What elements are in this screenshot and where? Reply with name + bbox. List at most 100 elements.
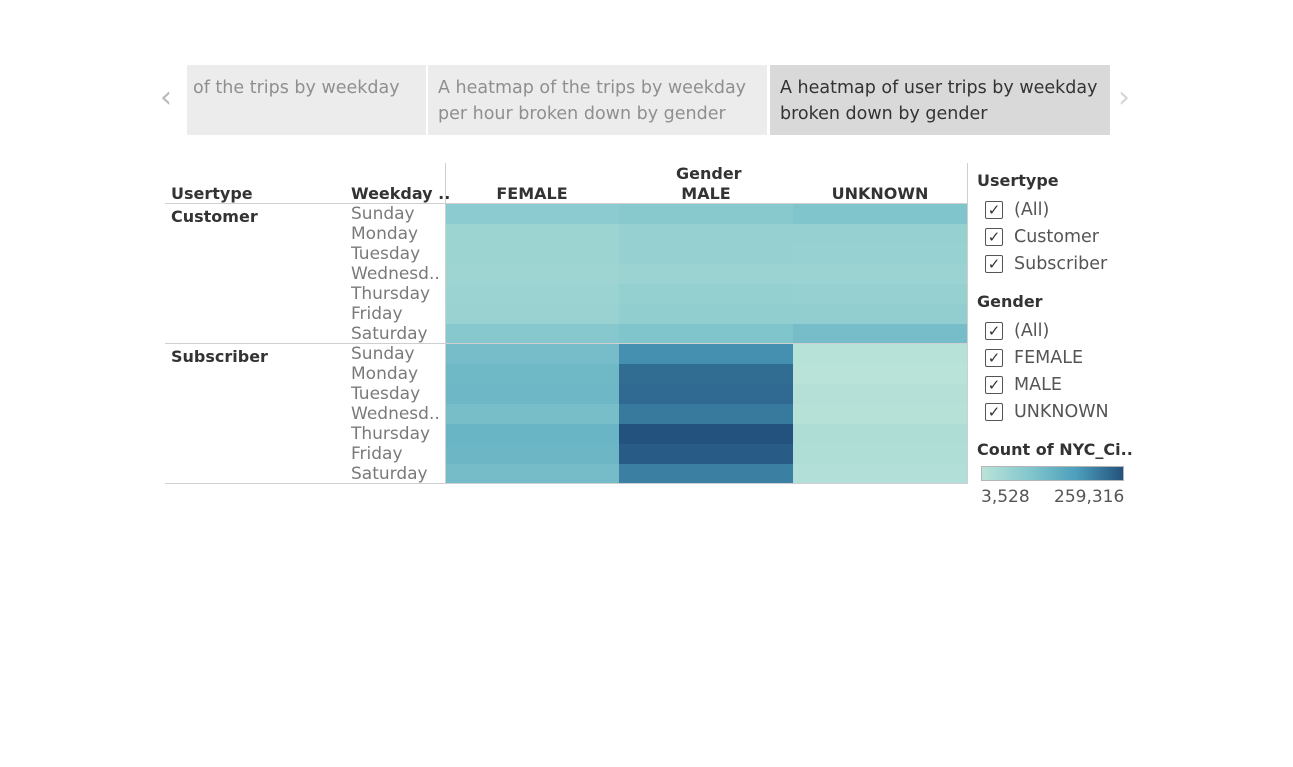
checkbox-icon[interactable]: ✓ bbox=[985, 228, 1003, 246]
divider bbox=[967, 163, 968, 483]
heatmap-cell-subscriber-5-unknown[interactable] bbox=[793, 444, 967, 464]
heatmap-cell-subscriber-1-male[interactable] bbox=[619, 364, 793, 384]
checkbox-icon[interactable]: ✓ bbox=[985, 255, 1003, 273]
heatmap-cell-customer-3-male[interactable] bbox=[619, 264, 793, 284]
gender-filter-female[interactable]: ✓ FEMALE bbox=[985, 347, 1083, 369]
day-label: Friday bbox=[351, 304, 403, 324]
row-group-subscriber: Subscriber bbox=[171, 347, 268, 366]
story-point-3[interactable]: A heatmap of user trips by weekday broke… bbox=[770, 65, 1110, 135]
heatmap-cell-customer-5-female[interactable] bbox=[445, 304, 619, 324]
story-point-1[interactable]: of the trips by weekday bbox=[187, 65, 426, 135]
heatmap-cell-customer-0-female[interactable] bbox=[445, 204, 619, 224]
heatmap-cell-subscriber-4-unknown[interactable] bbox=[793, 424, 967, 444]
usertype-header: Usertype bbox=[171, 184, 253, 203]
day-label: Sunday bbox=[351, 204, 415, 224]
heatmap-cell-subscriber-2-male[interactable] bbox=[619, 384, 793, 404]
day-label: Saturday bbox=[351, 464, 428, 484]
heatmap-cell-customer-1-unknown[interactable] bbox=[793, 224, 967, 244]
checkbox-icon[interactable]: ✓ bbox=[985, 376, 1003, 394]
gender-filter-title: Gender bbox=[977, 292, 1043, 311]
heatmap-cell-customer-0-unknown[interactable] bbox=[793, 204, 967, 224]
heatmap-cell-subscriber-4-female[interactable] bbox=[445, 424, 619, 444]
usertype-filter-all[interactable]: ✓ (All) bbox=[985, 199, 1049, 221]
heatmap-cell-customer-1-male[interactable] bbox=[619, 224, 793, 244]
day-label: Tuesday bbox=[351, 384, 421, 404]
filter-option-label: Subscriber bbox=[1014, 254, 1108, 274]
checkbox-icon[interactable]: ✓ bbox=[985, 403, 1003, 421]
divider bbox=[165, 343, 968, 344]
heatmap-cell-subscriber-5-male[interactable] bbox=[619, 444, 793, 464]
chevron-left-icon[interactable]: ‹ bbox=[160, 80, 172, 115]
heatmap-cell-subscriber-3-male[interactable] bbox=[619, 404, 793, 424]
story-point-2[interactable]: A heatmap of the trips by weekday per ho… bbox=[428, 65, 767, 135]
usertype-filter-title: Usertype bbox=[977, 171, 1059, 190]
gender-header: Gender bbox=[676, 164, 742, 183]
day-label: Saturday bbox=[351, 324, 428, 344]
filter-option-label: UNKNOWN bbox=[1014, 402, 1109, 422]
heatmap-cell-customer-2-female[interactable] bbox=[445, 244, 619, 264]
day-label: Monday bbox=[351, 364, 419, 384]
heatmap-cell-customer-4-unknown[interactable] bbox=[793, 284, 967, 304]
gender-filter-all[interactable]: ✓ (All) bbox=[985, 320, 1049, 342]
gender-filter-unknown[interactable]: ✓ UNKNOWN bbox=[985, 401, 1109, 423]
filter-option-label: (All) bbox=[1014, 200, 1050, 220]
divider bbox=[165, 483, 968, 484]
filter-option-label: FEMALE bbox=[1014, 348, 1084, 368]
weekday-header[interactable]: Weekday .. bbox=[351, 184, 451, 203]
heatmap-cell-customer-2-unknown[interactable] bbox=[793, 244, 967, 264]
heatmap-cell-customer-5-unknown[interactable] bbox=[793, 304, 967, 324]
filter-option-label: (All) bbox=[1014, 321, 1050, 341]
heatmap-cell-customer-2-male[interactable] bbox=[619, 244, 793, 264]
filter-option-label: MALE bbox=[1014, 375, 1062, 395]
story-point-3-text: A heatmap of user trips by weekday broke… bbox=[780, 78, 1098, 124]
story-point-1-text: of the trips by weekday bbox=[193, 78, 400, 98]
row-group-customer: Customer bbox=[171, 207, 258, 226]
day-label: Thursday bbox=[351, 284, 431, 304]
heatmap-cell-subscriber-0-male[interactable] bbox=[619, 344, 793, 364]
heatmap-cell-customer-6-male[interactable] bbox=[619, 324, 793, 344]
color-legend-title: Count of NYC_Ci.. bbox=[977, 440, 1133, 459]
checkbox-icon[interactable]: ✓ bbox=[985, 201, 1003, 219]
heatmap-cell-subscriber-2-female[interactable] bbox=[445, 384, 619, 404]
usertype-filter-customer[interactable]: ✓ Customer bbox=[985, 226, 1099, 248]
divider bbox=[165, 203, 968, 204]
heatmap-cell-subscriber-3-unknown[interactable] bbox=[793, 404, 967, 424]
heatmap-cell-subscriber-2-unknown[interactable] bbox=[793, 384, 967, 404]
filter-option-label: Customer bbox=[1014, 227, 1100, 247]
heatmap-cell-customer-6-female[interactable] bbox=[445, 324, 619, 344]
heatmap-cell-subscriber-1-female[interactable] bbox=[445, 364, 619, 384]
column-header-female: FEMALE bbox=[496, 184, 568, 203]
heatmap-cell-subscriber-6-male[interactable] bbox=[619, 464, 793, 484]
heatmap-cell-subscriber-4-male[interactable] bbox=[619, 424, 793, 444]
heatmap-cell-customer-4-female[interactable] bbox=[445, 284, 619, 304]
heatmap-cell-customer-0-male[interactable] bbox=[619, 204, 793, 224]
heatmap-cell-customer-4-male[interactable] bbox=[619, 284, 793, 304]
day-label: Friday bbox=[351, 444, 403, 464]
heatmap-cell-subscriber-6-unknown[interactable] bbox=[793, 464, 967, 484]
heatmap-cell-customer-5-male[interactable] bbox=[619, 304, 793, 324]
heatmap-cell-subscriber-5-female[interactable] bbox=[445, 444, 619, 464]
heatmap-cell-customer-6-unknown[interactable] bbox=[793, 324, 967, 344]
day-label: Wednesd.. bbox=[351, 404, 440, 424]
heatmap-cell-subscriber-6-female[interactable] bbox=[445, 464, 619, 484]
color-scale-bar bbox=[981, 466, 1124, 481]
heatmap-cell-subscriber-0-female[interactable] bbox=[445, 344, 619, 364]
chevron-right-icon[interactable]: › bbox=[1118, 80, 1130, 115]
heatmap-cell-customer-3-unknown[interactable] bbox=[793, 264, 967, 284]
usertype-filter-subscriber[interactable]: ✓ Subscriber bbox=[985, 253, 1107, 275]
day-label: Sunday bbox=[351, 344, 415, 364]
heatmap-cell-subscriber-3-female[interactable] bbox=[445, 404, 619, 424]
day-label: Monday bbox=[351, 224, 419, 244]
day-label: Thursday bbox=[351, 424, 431, 444]
heatmap-cell-subscriber-0-unknown[interactable] bbox=[793, 344, 967, 364]
story-point-2-text: A heatmap of the trips by weekday per ho… bbox=[438, 78, 747, 124]
day-label: Wednesd.. bbox=[351, 264, 440, 284]
heatmap-cell-subscriber-1-unknown[interactable] bbox=[793, 364, 967, 384]
gender-filter-male[interactable]: ✓ MALE bbox=[985, 374, 1062, 396]
column-header-male: MALE bbox=[681, 184, 731, 203]
color-scale-min: 3,528 bbox=[981, 487, 1030, 507]
heatmap-cell-customer-1-female[interactable] bbox=[445, 224, 619, 244]
checkbox-icon[interactable]: ✓ bbox=[985, 349, 1003, 367]
heatmap-cell-customer-3-female[interactable] bbox=[445, 264, 619, 284]
checkbox-icon[interactable]: ✓ bbox=[985, 322, 1003, 340]
